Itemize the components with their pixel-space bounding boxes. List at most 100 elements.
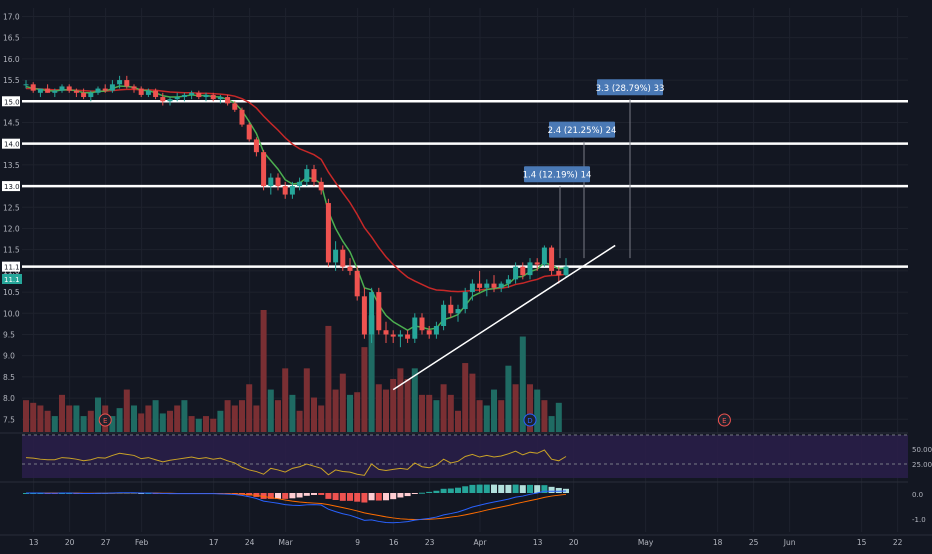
- candle-body: [397, 334, 403, 337]
- volume-bar: [519, 336, 526, 432]
- candle-body: [225, 97, 231, 104]
- event-marker-letter: E: [722, 417, 726, 425]
- volume-bar: [440, 384, 447, 432]
- volume-bar: [145, 405, 152, 432]
- candle-body: [513, 266, 519, 280]
- volume-bar: [483, 405, 490, 432]
- volume-bar: [491, 389, 497, 432]
- candle-body: [549, 247, 555, 271]
- volume-bar: [203, 416, 209, 432]
- macd-hist-bar: [419, 492, 425, 494]
- macd-hist-bar: [361, 493, 368, 503]
- volume-bar: [44, 410, 51, 432]
- volume-bar: [116, 408, 123, 432]
- candle-body: [426, 330, 432, 335]
- candle-body: [124, 80, 130, 87]
- measure-label-text: 3.3 (28.79%) 33: [596, 84, 665, 94]
- level-price-tag: [2, 261, 20, 272]
- candle-body: [563, 266, 569, 276]
- volume-bars: [23, 310, 562, 432]
- volume-bar: [527, 384, 533, 432]
- candle-body: [117, 80, 123, 85]
- volume-bar: [512, 384, 519, 432]
- macd-hist-bar: [267, 493, 274, 499]
- candle-body: [196, 92, 202, 98]
- volume-bar: [397, 368, 404, 432]
- candle-body: [66, 86, 72, 91]
- candle-body: [376, 292, 382, 331]
- time-tick-label: Mar: [279, 538, 294, 547]
- candle-body: [448, 304, 454, 314]
- candle-body: [102, 88, 108, 91]
- macd-hist-bar: [512, 484, 519, 493]
- candle-body: [189, 92, 195, 95]
- candle-body: [433, 326, 439, 335]
- candle-body: [59, 86, 65, 91]
- event-marker-icon[interactable]: [717, 413, 731, 427]
- candle-body: [333, 249, 339, 263]
- event-marker-icon[interactable]: [523, 413, 537, 427]
- level-price-tag: [2, 138, 20, 149]
- macd-hist-bar: [462, 486, 469, 493]
- macd-hist-bar: [354, 493, 361, 502]
- macd-hist-bar: [440, 488, 447, 493]
- candle-body: [289, 186, 295, 195]
- candle-body: [153, 90, 159, 98]
- macd-hist-bar: [433, 490, 440, 493]
- candle-body: [232, 103, 238, 110]
- volume-bar: [498, 400, 505, 432]
- macd-hist-bar: [282, 493, 289, 499]
- event-marker-icon[interactable]: [98, 413, 112, 427]
- macd-hist-bar: [390, 493, 397, 500]
- volume-bar: [347, 394, 353, 432]
- candle-body: [477, 283, 483, 288]
- measure-label-text: 2.4 (21.25%) 24: [548, 126, 617, 136]
- macd-hist-bar: [368, 493, 375, 501]
- time-tick-label: Jun: [783, 538, 796, 547]
- macd-hist-bar: [483, 484, 490, 493]
- time-tick-label: 22: [893, 538, 903, 547]
- candle-body: [491, 283, 497, 288]
- time-tick-label: 13: [533, 538, 543, 547]
- volume-bar: [541, 400, 548, 432]
- macd-hist-bar: [548, 486, 555, 493]
- price-tick-label: 7.5: [3, 415, 15, 424]
- candle-body: [95, 88, 101, 93]
- volume-bar: [159, 413, 166, 432]
- time-tick-label: 23: [425, 538, 435, 547]
- time-tick-label: 15: [857, 538, 867, 547]
- level-price-tag-text: 14.0: [4, 141, 20, 149]
- volume-bar: [138, 413, 145, 432]
- candle-body: [347, 266, 353, 271]
- volume-bar: [210, 418, 217, 432]
- volume-bar: [318, 405, 325, 432]
- candle-body: [484, 283, 490, 288]
- volume-bar: [447, 394, 454, 432]
- candle-body: [455, 309, 461, 314]
- candle-body: [405, 334, 411, 339]
- macd-hist-bar: [383, 493, 389, 501]
- volume-bar: [253, 405, 260, 432]
- macd-hist-bar: [491, 484, 497, 493]
- macd-hist-bar: [534, 485, 541, 493]
- candle-body: [174, 97, 180, 100]
- volume-bar: [296, 410, 303, 432]
- volume-bar: [66, 405, 73, 432]
- volume-bar: [505, 365, 512, 432]
- volume-bar: [181, 400, 188, 432]
- current-price-tag: [2, 274, 22, 284]
- trendline[interactable]: [392, 244, 616, 391]
- time-tick-label: 13: [29, 538, 39, 547]
- candle-body: [239, 109, 245, 125]
- volume-bar: [433, 400, 440, 432]
- indicator-tick-label: -1.0: [912, 516, 926, 524]
- level-price-tag-text: 11.1: [4, 264, 20, 272]
- candle-body: [297, 181, 303, 187]
- macd-hist-bar: [397, 493, 404, 498]
- volume-bar: [224, 400, 231, 432]
- measure-label-box: [597, 79, 663, 96]
- macd-hist-bar: [563, 488, 569, 493]
- price-tick-label: 10.0: [3, 309, 20, 318]
